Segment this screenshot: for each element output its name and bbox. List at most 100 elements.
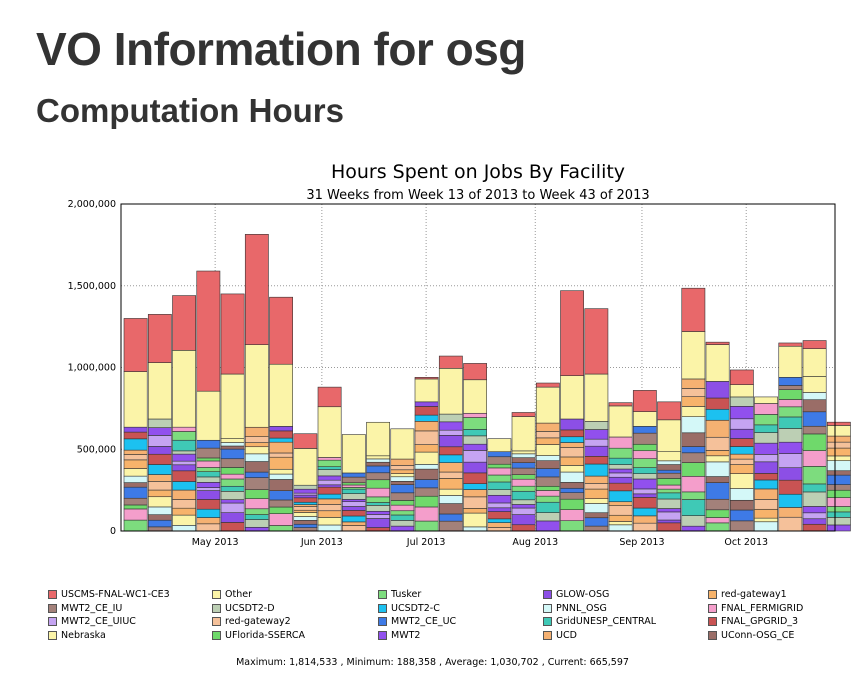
bar-segment xyxy=(414,421,439,432)
legend-swatch xyxy=(378,603,387,613)
bar-segment-uscms xyxy=(535,382,560,388)
bar-segment xyxy=(414,495,439,508)
bar-segment xyxy=(632,507,657,517)
bar-segment xyxy=(463,489,488,498)
bar-segment xyxy=(341,488,366,494)
bar-segment xyxy=(657,484,682,490)
bar-segment xyxy=(220,522,245,532)
bar-segment xyxy=(147,496,172,508)
bar-segment xyxy=(608,505,633,516)
bar-segment xyxy=(560,418,585,431)
bar-segment xyxy=(293,523,318,528)
bar-segment xyxy=(414,464,439,470)
bar-segment xyxy=(269,490,294,501)
bar-segment xyxy=(487,467,512,476)
bar-segment xyxy=(220,448,245,460)
bar-segment xyxy=(487,456,512,465)
bar-segment xyxy=(681,396,706,407)
bar-segment-other xyxy=(341,434,366,474)
bar-segment xyxy=(293,516,318,521)
bar-segment xyxy=(584,456,609,465)
section-title: Computation Hours xyxy=(36,92,344,129)
bar-segment xyxy=(487,463,512,469)
bar-segment xyxy=(632,458,657,468)
bar-segment xyxy=(826,474,851,485)
bar-segment xyxy=(293,484,318,490)
legend-swatch xyxy=(212,590,221,599)
bar-segment xyxy=(826,441,851,449)
bar-segment-other xyxy=(244,344,269,428)
bar-segment xyxy=(584,438,609,447)
bar-segment xyxy=(317,504,342,512)
bar-segment xyxy=(754,473,779,481)
bar-segment xyxy=(754,517,779,523)
bar-segment xyxy=(414,401,439,407)
bar-segment xyxy=(196,482,221,488)
bar-segment-uscms xyxy=(438,355,463,369)
bar-segment xyxy=(802,425,827,435)
bar-segment xyxy=(269,506,294,514)
bar-segment-uscms xyxy=(147,314,172,363)
bar-segment xyxy=(632,478,657,490)
bar-segment xyxy=(511,453,536,458)
chart-statistics: Maximum: 1,814,533 , Minimum: 188,358 , … xyxy=(236,657,629,668)
legend-item: UCD xyxy=(543,629,577,642)
bar-segment xyxy=(826,470,851,476)
bar-segment xyxy=(293,497,318,503)
bar-segment-other xyxy=(802,348,827,377)
bar-segment xyxy=(172,426,197,432)
bar-segment xyxy=(414,506,439,522)
legend-swatch xyxy=(708,603,717,613)
bar-segment xyxy=(632,467,657,474)
bar-segment xyxy=(802,376,827,393)
bar-segment xyxy=(341,510,366,517)
bar-segment xyxy=(487,489,512,496)
bar-segment-other xyxy=(269,363,294,427)
legend-label: Other xyxy=(225,589,252,600)
bar-segment xyxy=(729,406,754,420)
bar-segment xyxy=(560,509,585,522)
bar-segment xyxy=(172,499,197,509)
bar-segment xyxy=(244,498,269,510)
bar-segment-uscms xyxy=(196,270,221,392)
bar-segment xyxy=(366,505,391,512)
bar-segment xyxy=(244,453,269,462)
bar-segment xyxy=(705,517,730,524)
bar-segment xyxy=(366,458,391,463)
bar-segment xyxy=(778,467,803,481)
bar-segment xyxy=(220,445,245,450)
bar-segment-uscms xyxy=(560,290,585,376)
legend-item: FNAL_GPGRID_3 xyxy=(708,615,798,628)
bar-segment xyxy=(608,436,633,449)
bar-segment xyxy=(341,472,366,478)
legend-label: FNAL_FERMIGRID xyxy=(721,602,804,614)
bar-segment xyxy=(754,488,779,500)
bar-segment xyxy=(123,504,148,510)
bar-segment xyxy=(438,462,463,473)
bar-segment xyxy=(632,432,657,445)
bar-segment xyxy=(317,479,342,486)
bar-segment xyxy=(293,512,318,517)
bar-segment xyxy=(705,408,730,421)
x-tick-label: Jul 2013 xyxy=(406,537,446,548)
bar-segment xyxy=(802,411,827,427)
legend-swatch xyxy=(543,590,552,599)
bar-segment xyxy=(463,496,488,509)
bar-segment xyxy=(438,435,463,448)
bar-segment xyxy=(608,468,633,474)
bar-segment-uscms xyxy=(220,293,245,375)
bar-segment xyxy=(317,510,342,518)
bar-segment-other xyxy=(705,344,730,382)
bar-segment xyxy=(172,453,197,462)
bar-segment xyxy=(754,403,779,415)
bar-segment xyxy=(390,465,415,471)
legend-swatch xyxy=(48,590,57,599)
bar-segment xyxy=(220,502,245,513)
bar-segment-uscms xyxy=(608,402,633,407)
bar-segment-other xyxy=(754,396,779,404)
bar-segment xyxy=(681,515,706,527)
bar-segment xyxy=(269,452,294,458)
bar-segment xyxy=(681,462,706,477)
bar-segment xyxy=(244,442,269,448)
bar-segment xyxy=(341,482,366,486)
